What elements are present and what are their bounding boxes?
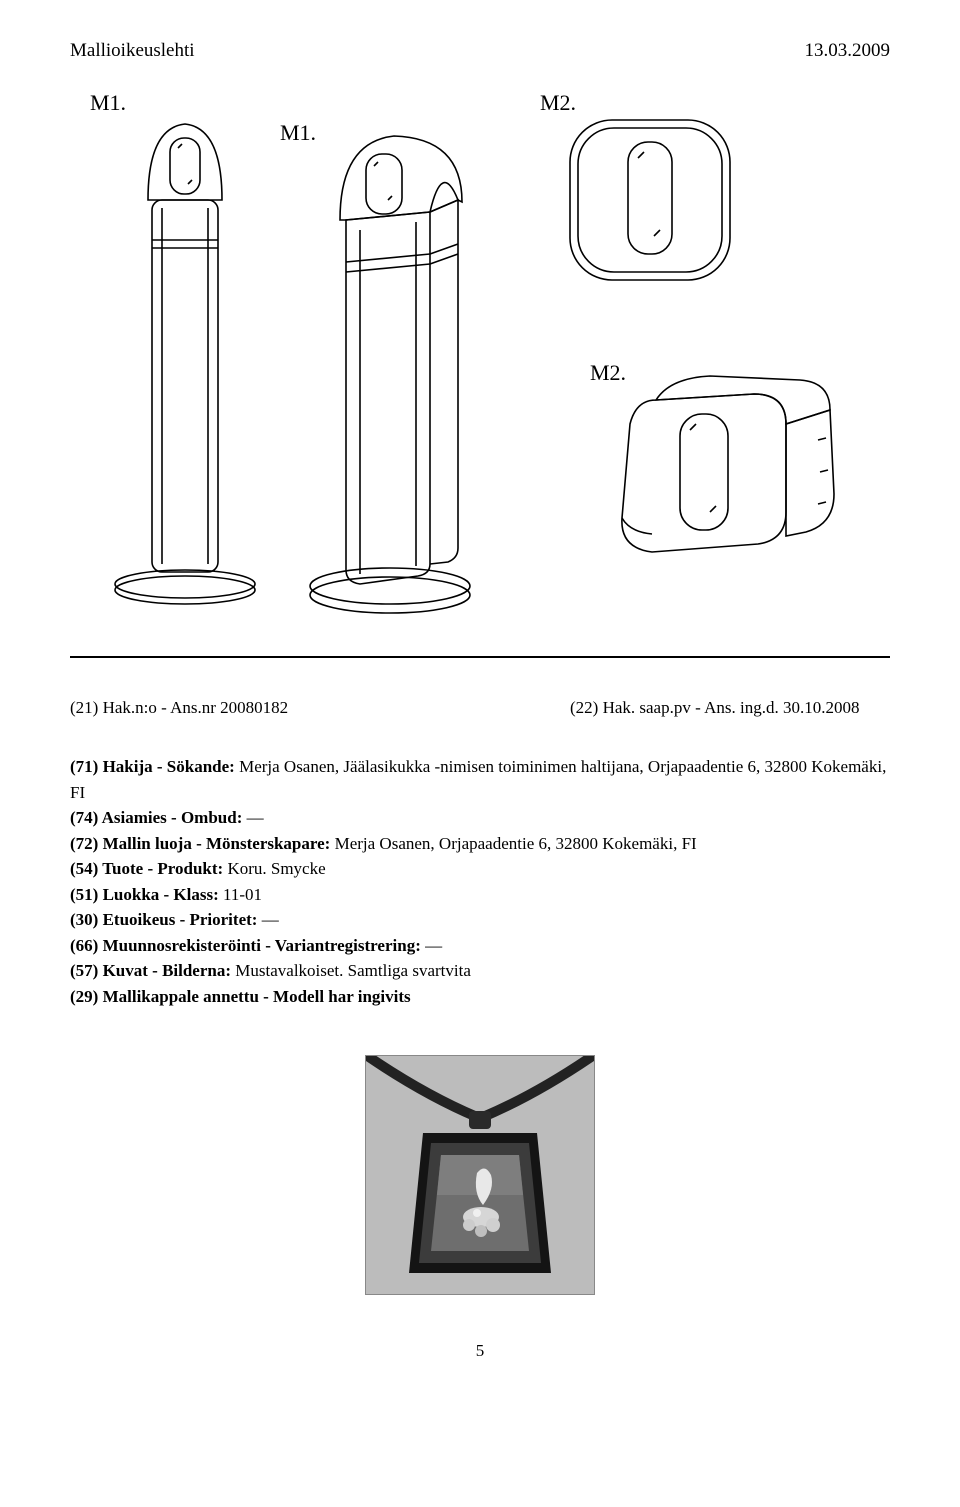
field-label: (66) Muunnosrekisteröinti - Variantregis… bbox=[70, 936, 421, 955]
field-label: (30) Etuoikeus - Prioritet: bbox=[70, 910, 257, 929]
design-drawings: M1. M1. bbox=[70, 80, 890, 640]
field-value: 11-01 bbox=[219, 885, 262, 904]
field-label: (57) Kuvat - Bilderna: bbox=[70, 961, 231, 980]
label-m2b: M2. bbox=[590, 360, 626, 385]
field-class: (51) Luokka - Klass: 11-01 bbox=[70, 882, 890, 908]
journal-title: Mallioikeuslehti bbox=[70, 40, 195, 62]
label-m1a: M1. bbox=[90, 90, 126, 115]
field-agent: (74) Asiamies - Ombud: — bbox=[70, 805, 890, 831]
section-divider bbox=[70, 656, 890, 658]
filing-date-label: (22) Hak. saap.pv - Ans. ing.d. bbox=[570, 698, 783, 717]
label-m2a: M2. bbox=[540, 90, 576, 115]
field-label: (29) Mallikappale annettu - Modell har i… bbox=[70, 987, 411, 1006]
field-value: Koru. Smycke bbox=[223, 859, 325, 878]
field-variant: (66) Muunnosrekisteröinti - Variantregis… bbox=[70, 933, 890, 959]
field-images: (57) Kuvat - Bilderna: Mustavalkoiset. S… bbox=[70, 958, 890, 984]
app-number-label: (21) Hak.n:o - Ans.nr bbox=[70, 698, 220, 717]
page-number: 5 bbox=[70, 1341, 890, 1361]
field-product: (54) Tuote - Produkt: Koru. Smycke bbox=[70, 856, 890, 882]
field-label: (51) Luokka - Klass: bbox=[70, 885, 219, 904]
filing-date: (22) Hak. saap.pv - Ans. ing.d. 30.10.20… bbox=[570, 698, 890, 718]
field-value: — bbox=[257, 910, 278, 929]
field-creator: (72) Mallin luoja - Mönsterskapare: Merj… bbox=[70, 831, 890, 857]
field-label: (74) Asiamies - Ombud: bbox=[70, 808, 242, 827]
field-value: Mustavalkoiset. Samtliga svartvita bbox=[231, 961, 471, 980]
app-number-value: 20080182 bbox=[220, 698, 288, 717]
page-header: Mallioikeuslehti 13.03.2009 bbox=[70, 40, 890, 62]
field-label: (72) Mallin luoja - Mönsterskapare: bbox=[70, 834, 330, 853]
filing-date-value: 30.10.2008 bbox=[783, 698, 860, 717]
field-value: — bbox=[242, 808, 263, 827]
application-number: (21) Hak.n:o - Ans.nr 20080182 bbox=[70, 698, 570, 718]
field-label: (54) Tuote - Produkt: bbox=[70, 859, 223, 878]
field-applicant: (71) Hakija - Sökande: Merja Osanen, Jää… bbox=[70, 754, 890, 805]
field-label: (71) Hakija - Sökande: bbox=[70, 757, 235, 776]
record-row: (21) Hak.n:o - Ans.nr 20080182 (22) Hak.… bbox=[70, 698, 890, 718]
field-priority: (30) Etuoikeus - Prioritet: — bbox=[70, 907, 890, 933]
field-value: — bbox=[421, 936, 442, 955]
label-m1b: M1. bbox=[280, 120, 316, 145]
field-value: Merja Osanen, Orjapaadentie 6, 32800 Kok… bbox=[330, 834, 696, 853]
specimen-image-area bbox=[70, 1055, 890, 1295]
specimen-image bbox=[365, 1055, 595, 1295]
record-fields: (71) Hakija - Sökande: Merja Osanen, Jää… bbox=[70, 754, 890, 1009]
field-specimen: (29) Mallikappale annettu - Modell har i… bbox=[70, 984, 890, 1010]
journal-date: 13.03.2009 bbox=[805, 40, 891, 62]
